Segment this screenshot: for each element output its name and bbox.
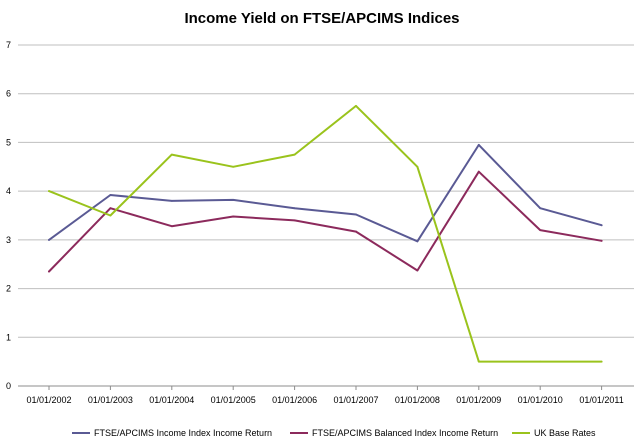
- data-point: [48, 238, 50, 241]
- data-point: [293, 207, 296, 210]
- x-axis-tick-labels: 01/01/2002 01/01/2003 01/01/2004 01/01/2005…: [26, 386, 624, 405]
- gridlines: [18, 44, 634, 387]
- y-axis-tick-labels: 0 1 2 3 4 5 6 7: [6, 40, 11, 391]
- data-point: [477, 360, 480, 363]
- data-point: [416, 240, 419, 243]
- data-point: [539, 207, 542, 210]
- data-point: [232, 199, 235, 201]
- data-point: [416, 269, 419, 272]
- data-point: [355, 104, 357, 107]
- x-tick-label: 01/01/2011: [579, 395, 623, 405]
- data-point: [109, 214, 112, 217]
- x-tick-label: 01/01/2006: [272, 395, 317, 405]
- series-line-3: [48, 104, 603, 363]
- y-tick-label: 1: [6, 332, 11, 342]
- series-lines: [48, 104, 603, 363]
- x-tick-label: 01/01/2002: [26, 395, 71, 405]
- y-tick-label: 6: [6, 89, 11, 99]
- legend-label-3: UK Base Rates: [534, 428, 596, 438]
- y-tick-label: 0: [6, 381, 11, 391]
- data-point: [232, 165, 235, 168]
- y-tick-label: 7: [6, 40, 11, 50]
- data-point: [232, 215, 235, 218]
- series-line-2: [48, 170, 603, 273]
- y-tick-label: 4: [6, 186, 11, 196]
- data-point: [355, 213, 357, 216]
- x-tick-label: 01/01/2007: [333, 395, 378, 405]
- data-point: [600, 360, 603, 363]
- data-point: [48, 270, 50, 273]
- data-point: [539, 360, 542, 363]
- y-tick-label: 3: [6, 235, 11, 245]
- data-point: [416, 165, 419, 168]
- data-point: [600, 224, 603, 227]
- data-point: [109, 194, 112, 196]
- x-tick-label: 01/01/2004: [149, 395, 194, 405]
- data-point: [477, 170, 480, 173]
- data-point: [293, 153, 296, 156]
- x-tick-label: 01/01/2003: [88, 395, 133, 405]
- data-point: [170, 199, 173, 202]
- legend-label-1: FTSE/APCIMS Income Index Income Return: [94, 428, 272, 438]
- data-point: [293, 219, 296, 222]
- x-tick-label: 01/01/2005: [211, 395, 256, 405]
- data-point: [170, 153, 173, 156]
- data-point: [170, 225, 173, 228]
- data-point: [600, 239, 603, 242]
- legend: FTSE/APCIMS Income Index Income Return FT…: [72, 428, 596, 438]
- y-tick-label: 5: [6, 137, 11, 147]
- x-tick-label: 01/01/2008: [395, 395, 440, 405]
- legend-label-2: FTSE/APCIMS Balanced Index Income Return: [312, 428, 498, 438]
- x-tick-label: 01/01/2010: [518, 395, 563, 405]
- x-tick-label: 01/01/2009: [456, 395, 501, 405]
- y-tick-label: 2: [6, 284, 11, 294]
- data-point: [539, 229, 542, 232]
- chart-title: Income Yield on FTSE/APCIMS Indices: [184, 10, 459, 27]
- data-point: [109, 207, 112, 210]
- data-point: [355, 230, 357, 233]
- series-line-1: [48, 143, 603, 243]
- data-point: [477, 143, 480, 146]
- data-point: [48, 190, 50, 193]
